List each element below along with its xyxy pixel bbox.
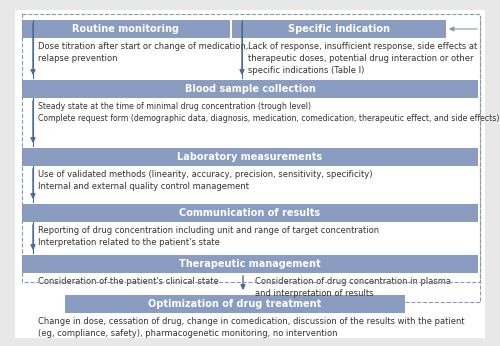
- Text: Use of validated methods (linearity, accuracy, precision, sensitivity, specifici: Use of validated methods (linearity, acc…: [38, 170, 372, 191]
- Text: Optimization of drug treatment: Optimization of drug treatment: [148, 299, 322, 309]
- Bar: [22, 148, 478, 166]
- Text: Blood sample collection: Blood sample collection: [184, 84, 316, 94]
- Text: Reporting of drug concentration including unit and range of target concentration: Reporting of drug concentration includin…: [38, 226, 379, 247]
- Bar: [22, 14, 480, 282]
- Text: Lack of response, insufficient response, side effects at
therapeutic doses, pote: Lack of response, insufficient response,…: [248, 42, 477, 75]
- Bar: [22, 204, 478, 222]
- Bar: [65, 295, 405, 313]
- Text: Steady state at the time of minimal drug concentration (trough level)
Complete r: Steady state at the time of minimal drug…: [38, 102, 500, 123]
- Bar: [22, 20, 230, 38]
- Text: Laboratory measurements: Laboratory measurements: [178, 152, 322, 162]
- Bar: [232, 20, 446, 38]
- Text: Dose titration after start or change of medication,
relapse prevention: Dose titration after start or change of …: [38, 42, 248, 63]
- Text: Routine monitoring: Routine monitoring: [72, 24, 180, 34]
- Text: Therapeutic management: Therapeutic management: [179, 259, 321, 269]
- Text: Consideration of drug concentration in plasma
and interpretation of results: Consideration of drug concentration in p…: [255, 277, 451, 298]
- Text: Consideration of the patient's clinical state: Consideration of the patient's clinical …: [38, 277, 219, 286]
- Text: Change in dose, cessation of drug, change in comedication, discussion of the res: Change in dose, cessation of drug, chang…: [38, 317, 465, 338]
- Bar: [22, 80, 478, 98]
- Bar: [22, 255, 478, 273]
- Text: Communication of results: Communication of results: [180, 208, 320, 218]
- Text: Specific indication: Specific indication: [288, 24, 390, 34]
